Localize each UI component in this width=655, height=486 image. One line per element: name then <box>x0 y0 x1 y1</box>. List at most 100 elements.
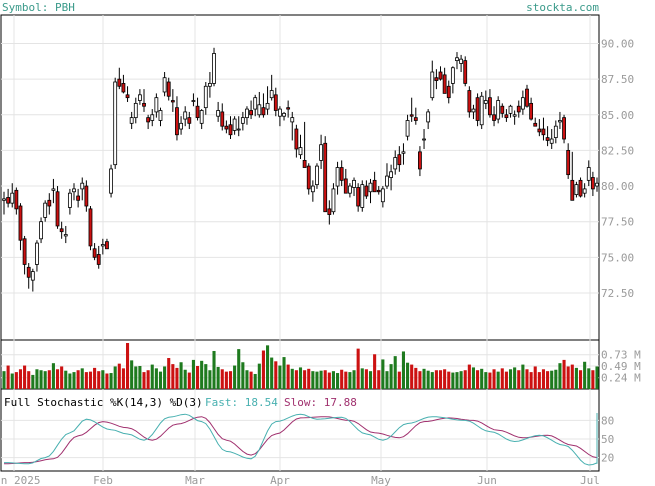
volume-bar <box>583 361 587 389</box>
candle-down <box>397 154 402 166</box>
volume-bar <box>68 373 72 389</box>
candle-up <box>586 167 591 181</box>
volume-bar <box>373 354 377 389</box>
candle-down <box>228 124 233 136</box>
candle-down <box>545 137 550 141</box>
volume-bar <box>496 371 500 389</box>
volume-bar <box>175 367 179 389</box>
volume-bar <box>278 365 282 389</box>
volume-tick-label: 0.24 M <box>601 372 641 385</box>
candle-up <box>553 125 558 138</box>
candle-up <box>109 168 113 194</box>
candle-up <box>335 167 340 187</box>
volume-bar <box>35 369 39 389</box>
price-tick-label: 90.00 <box>601 38 634 51</box>
volume-bar <box>471 367 476 389</box>
volume-tick-label: 0.73 M <box>601 349 641 362</box>
volume-bar <box>327 372 331 389</box>
candle-up <box>133 102 138 119</box>
volume-bar <box>438 370 443 389</box>
volume-bar <box>570 364 574 389</box>
volume-bar <box>138 366 142 389</box>
candle-down <box>343 178 348 194</box>
volume-bar <box>323 370 327 389</box>
candle-down <box>170 100 175 103</box>
volume-bar <box>484 372 488 389</box>
candle-up <box>253 97 258 110</box>
date-tick-label: Mar <box>185 474 205 486</box>
candle-down <box>26 266 31 278</box>
volume-bar <box>282 357 286 389</box>
candle-down <box>562 117 566 140</box>
volume-bar <box>171 364 175 389</box>
volume-bar <box>158 371 163 389</box>
candle-up <box>10 192 15 204</box>
candle-up <box>137 94 142 101</box>
volume-bar <box>72 372 76 389</box>
volume-bar <box>393 356 397 389</box>
volume-bar <box>348 372 352 389</box>
volume-bar <box>521 364 525 389</box>
candle-up <box>455 57 459 62</box>
volume-bar <box>426 370 430 389</box>
candle-down <box>446 85 451 99</box>
volume-bar <box>88 371 93 389</box>
candle-down <box>413 117 418 121</box>
date-tick-label: May <box>371 474 391 486</box>
volume-bar <box>286 364 290 389</box>
volume-bar <box>253 373 257 389</box>
volume-bar <box>546 371 550 389</box>
candle-down <box>475 97 480 121</box>
volume-bar <box>315 371 319 389</box>
volume-bar <box>550 370 554 389</box>
volume-bar <box>270 357 274 389</box>
candle-down <box>175 107 179 136</box>
stochastic-tick-label: 50 <box>601 433 614 446</box>
candle-down <box>339 167 344 181</box>
candle-up <box>240 117 245 124</box>
candle-up <box>158 110 163 121</box>
volume-bar <box>183 369 187 389</box>
candle-down <box>142 102 146 107</box>
candle-down <box>529 102 534 120</box>
volume-bar <box>587 368 591 389</box>
candle-up <box>39 221 43 240</box>
candle-up <box>352 179 356 188</box>
volume-bar <box>574 367 578 389</box>
candle-down <box>294 128 299 150</box>
candle-down <box>463 60 468 84</box>
volume-bar <box>208 370 212 389</box>
volume-bar <box>167 358 171 389</box>
volume-bar <box>537 372 541 389</box>
candle-up <box>43 202 48 218</box>
candle-up <box>430 71 435 99</box>
candle-down <box>76 195 81 201</box>
volume-bar <box>595 366 599 389</box>
candle-up <box>319 144 323 161</box>
volume-bar <box>397 371 401 389</box>
volume-bar <box>385 371 389 389</box>
candle-up <box>67 192 72 208</box>
volume-bar <box>368 371 373 389</box>
price-candles <box>2 47 599 292</box>
candle-down <box>537 128 542 133</box>
candle-up <box>471 108 476 113</box>
candle-up <box>129 117 134 124</box>
candle-down <box>372 179 377 193</box>
date-tick-label: Jul <box>580 474 600 486</box>
volume-bar <box>200 360 204 389</box>
volume-bar <box>204 364 208 389</box>
volume-bar <box>261 350 265 389</box>
candle-up <box>278 108 282 117</box>
volume-bar <box>480 368 484 389</box>
fast-line <box>4 413 598 466</box>
candle-up <box>508 105 513 114</box>
slow-label: Slow: 17.88 <box>284 396 357 409</box>
price-tick-label: 75.00 <box>601 251 634 264</box>
volume-bar <box>381 359 385 389</box>
volume-bar <box>558 363 562 389</box>
price-tick-label: 77.50 <box>601 216 634 229</box>
stochastic-axis: 80 50 20 <box>601 414 614 464</box>
candle-down <box>117 78 122 87</box>
date-tick-label: Apr <box>270 474 290 486</box>
